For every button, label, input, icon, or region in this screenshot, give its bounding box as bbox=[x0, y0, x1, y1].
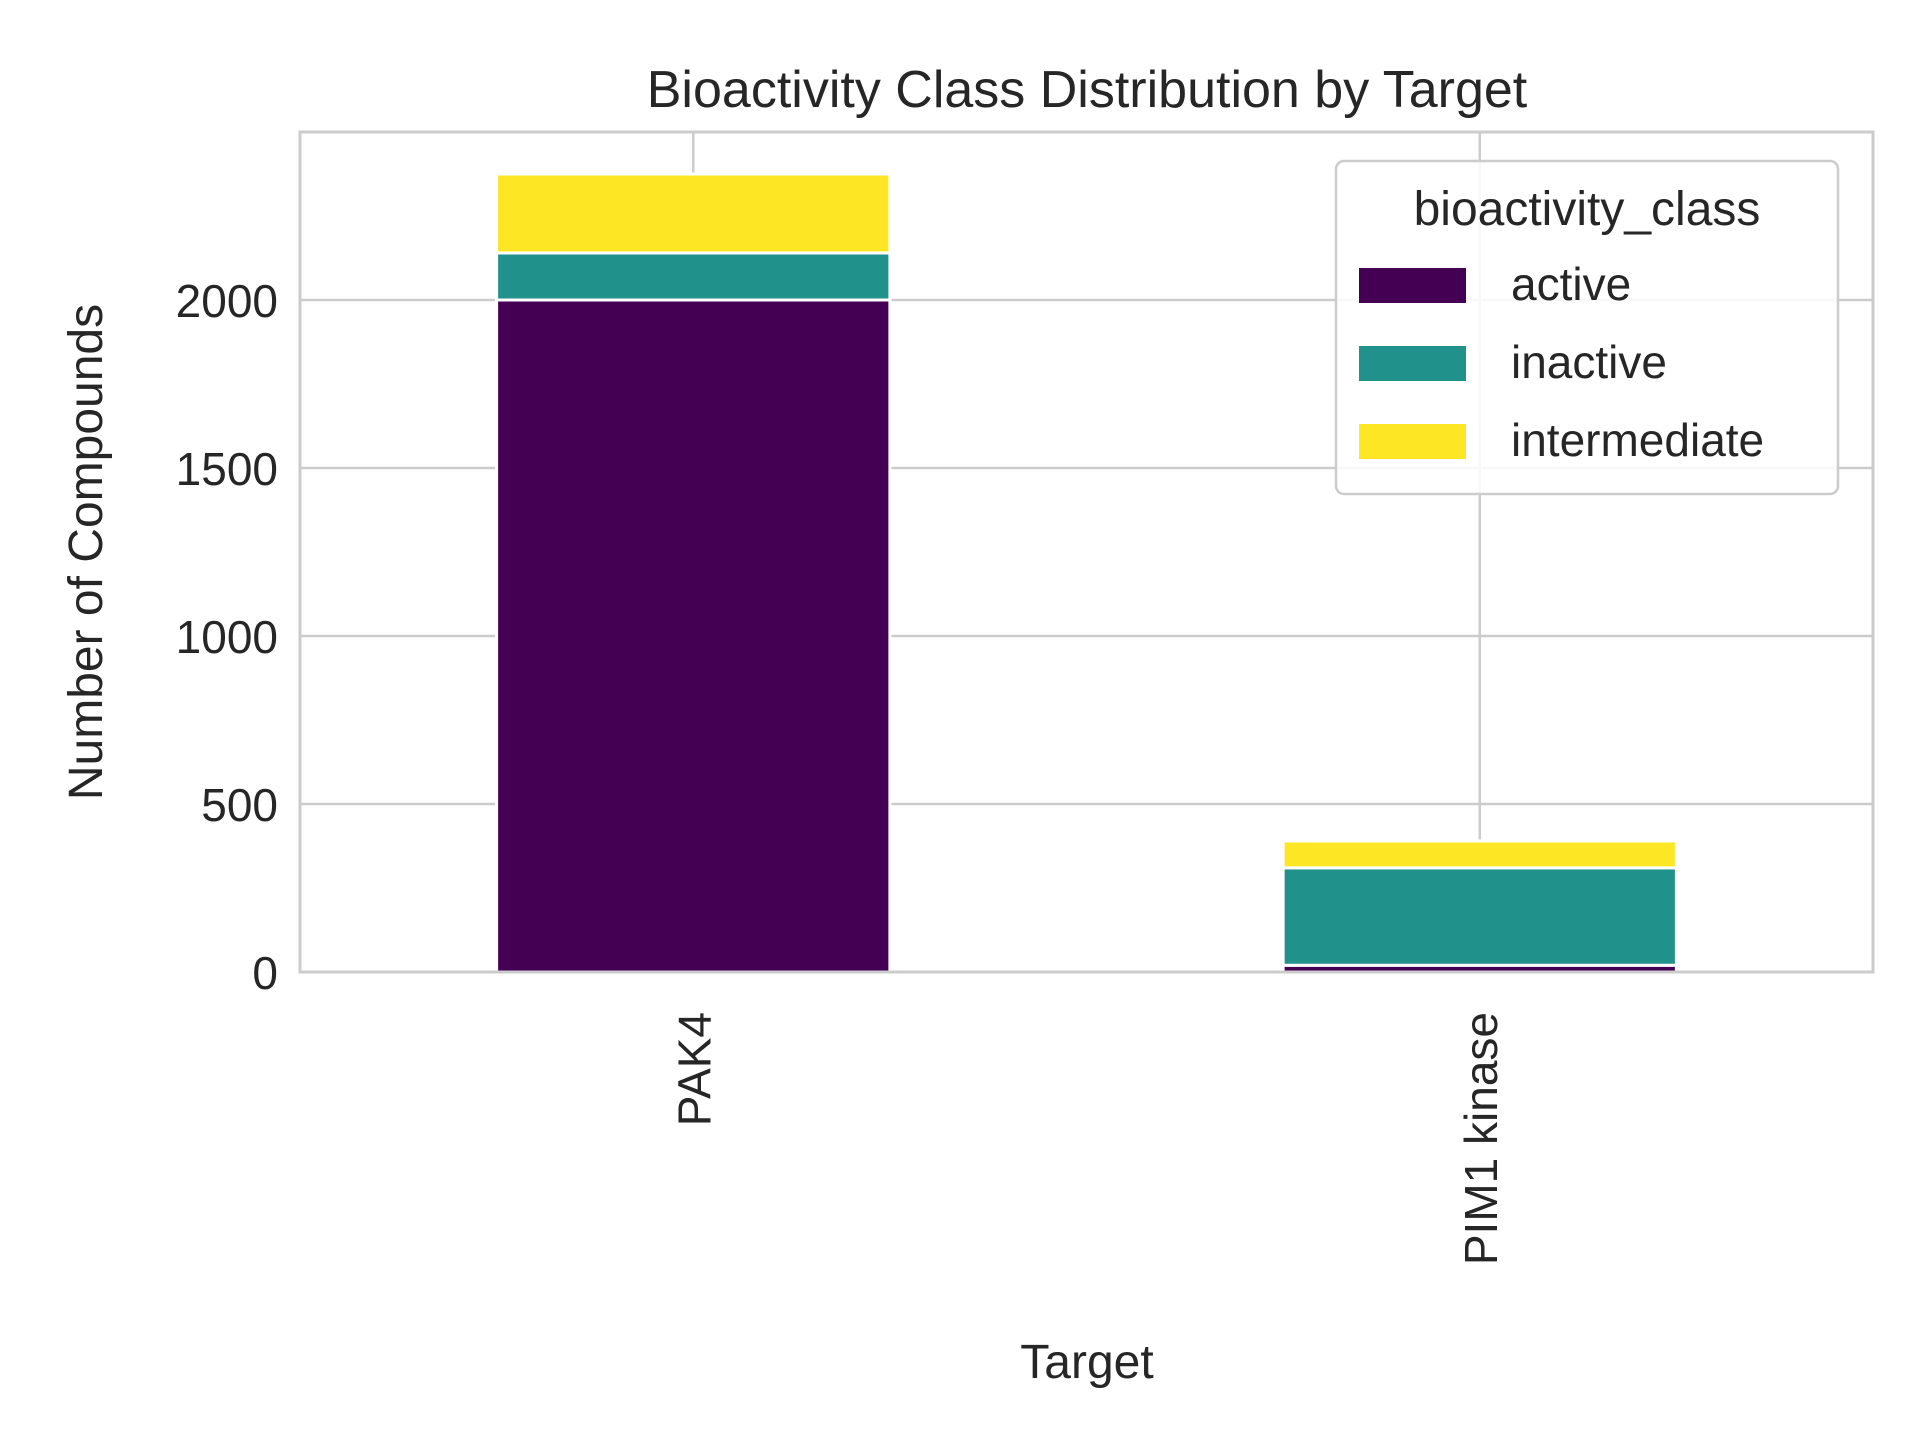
x-axis-ticks: PAK4 PIM1 kinase bbox=[668, 1012, 1507, 1265]
bar-active-pak4 bbox=[495, 298, 892, 974]
bar-inactive-pak4 bbox=[495, 251, 892, 302]
y-axis-label: Number of Compounds bbox=[60, 304, 113, 800]
legend-title: bioactivity_class bbox=[1414, 183, 1761, 236]
bar-intermediate-pak4 bbox=[495, 172, 892, 255]
x-tick-label: PAK4 bbox=[668, 1012, 720, 1126]
bars bbox=[495, 172, 1678, 974]
legend-label-active: active bbox=[1511, 258, 1631, 310]
chart-title: Bioactivity Class Distribution by Target bbox=[647, 61, 1528, 119]
legend-box bbox=[1334, 159, 1840, 496]
y-tick-label: 1000 bbox=[176, 611, 278, 663]
legend-label-intermediate: intermediate bbox=[1511, 414, 1764, 466]
legend-label-inactive: inactive bbox=[1511, 336, 1667, 388]
legend-swatch-active bbox=[1359, 268, 1466, 303]
y-axis-ticks: 0 500 1000 1500 2000 bbox=[176, 275, 278, 999]
x-tick-label: PIM1 kinase bbox=[1455, 1012, 1507, 1265]
bar-intermediate-pim1-kinase bbox=[1281, 839, 1678, 870]
y-tick-label: 500 bbox=[201, 779, 278, 831]
bar-inactive-pim1-kinase bbox=[1281, 866, 1678, 967]
plot-frame bbox=[298, 130, 1875, 974]
x-axis-label: Target bbox=[1020, 1336, 1153, 1389]
y-tick-label: 1500 bbox=[176, 443, 278, 495]
legend-swatch-intermediate bbox=[1359, 424, 1466, 459]
legend-swatch-inactive bbox=[1359, 346, 1466, 381]
y-tick-label: 0 bbox=[252, 947, 278, 999]
y-tick-label: 2000 bbox=[176, 275, 278, 327]
